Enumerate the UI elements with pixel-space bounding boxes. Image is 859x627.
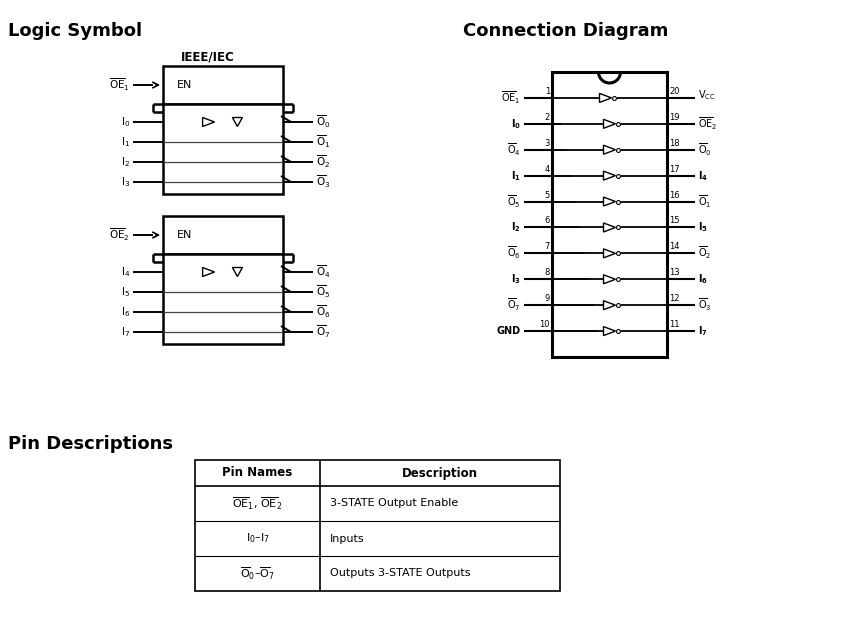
Text: 1: 1 [545,87,550,96]
Polygon shape [604,249,616,258]
Bar [163,216,283,254]
Text: 20: 20 [669,87,679,96]
Polygon shape [604,119,616,129]
Text: $\mathregular{\overline{O}_{5}}$: $\mathregular{\overline{O}_{5}}$ [316,284,330,300]
Text: $\mathregular{I_{2}}$: $\mathregular{I_{2}}$ [121,155,130,169]
Text: 14: 14 [669,243,679,251]
Text: 9: 9 [545,294,550,303]
Text: Pin Names: Pin Names [222,466,293,480]
Text: $\mathregular{\overline{OE}_{2}}$: $\mathregular{\overline{OE}_{2}}$ [698,116,717,132]
Text: Outputs 3-STATE Outputs: Outputs 3-STATE Outputs [330,569,471,579]
Text: 15: 15 [669,216,679,226]
Bar [163,66,283,104]
Text: I$_0$–I$_7$: I$_0$–I$_7$ [246,532,270,545]
Text: 6: 6 [545,216,550,226]
Text: $\mathregular{I_{0}}$: $\mathregular{I_{0}}$ [121,115,130,129]
Text: 16: 16 [669,191,679,199]
Text: 12: 12 [669,294,679,303]
Text: $\mathregular{\overline{O}_{7}}$: $\mathregular{\overline{O}_{7}}$ [316,324,330,340]
Text: 2: 2 [545,113,550,122]
Text: $\mathregular{\overline{OE}_{1}}$: $\mathregular{\overline{OE}_{1}}$ [109,77,130,93]
Text: 7: 7 [545,243,550,251]
Text: 17: 17 [669,165,679,174]
Text: 11: 11 [669,320,679,329]
Text: 13: 13 [669,268,679,277]
Text: Pin Descriptions: Pin Descriptions [8,435,173,453]
Text: $\mathregular{\overline{O}_{2}}$: $\mathregular{\overline{O}_{2}}$ [698,245,711,261]
Polygon shape [600,93,612,102]
Text: 10: 10 [539,320,550,329]
Text: $\mathregular{I_{5}}$: $\mathregular{I_{5}}$ [121,285,130,299]
Text: $\mathregular{I_{0}}$: $\mathregular{I_{0}}$ [511,117,521,130]
Text: $\mathregular{I_{2}}$: $\mathregular{I_{2}}$ [511,221,521,234]
Polygon shape [203,268,215,277]
Text: $\mathregular{\overline{O}_{1}}$: $\mathregular{\overline{O}_{1}}$ [698,194,711,209]
Text: $\mathregular{\overline{O}_{4}}$: $\mathregular{\overline{O}_{4}}$ [316,264,331,280]
Text: 3: 3 [545,139,550,148]
Polygon shape [604,327,616,335]
Polygon shape [203,117,215,127]
Text: $\mathregular{\overline{O}_{4}}$: $\mathregular{\overline{O}_{4}}$ [508,142,521,158]
Polygon shape [604,275,616,284]
Text: $\mathregular{I_{1}}$: $\mathregular{I_{1}}$ [121,135,130,149]
Text: $\mathregular{I_{7}}$: $\mathregular{I_{7}}$ [698,324,708,338]
Text: $\mathregular{I_{5}}$: $\mathregular{I_{5}}$ [698,221,708,234]
Text: $\mathregular{\overline{O}_{2}}$: $\mathregular{\overline{O}_{2}}$ [316,154,330,170]
Text: Description: Description [402,466,478,480]
Text: $\mathregular{\overline{O}_{3}}$: $\mathregular{\overline{O}_{3}}$ [698,297,711,314]
Text: $\mathregular{I_{3}}$: $\mathregular{I_{3}}$ [511,272,521,286]
Bar [163,254,283,344]
Polygon shape [604,301,616,310]
Text: $\mathregular{\overline{O}_{7}}$: $\mathregular{\overline{O}_{7}}$ [508,297,521,314]
Text: Logic Symbol: Logic Symbol [8,22,142,40]
Text: $\mathregular{\overline{O}_{6}}$: $\mathregular{\overline{O}_{6}}$ [316,304,331,320]
Text: $\mathregular{\overline{O}_{6}}$: $\mathregular{\overline{O}_{6}}$ [508,245,521,261]
Text: $\mathregular{I_{3}}$: $\mathregular{I_{3}}$ [121,175,130,189]
Text: $\mathregular{\overline{O}_{0}}$: $\mathregular{\overline{O}_{0}}$ [698,142,711,158]
Text: Inputs: Inputs [330,534,364,544]
Bar [163,104,283,194]
Text: IEEE/IEC: IEEE/IEC [181,50,235,63]
Text: $\mathregular{I_{7}}$: $\mathregular{I_{7}}$ [121,325,130,339]
Polygon shape [604,197,616,206]
Text: $\mathregular{\overline{O}_0}$–$\mathregular{\overline{O}_7}$: $\mathregular{\overline{O}_0}$–$\mathreg… [241,565,275,582]
Text: EN: EN [177,230,192,240]
Polygon shape [604,145,616,154]
Text: V$_{\rm CC}$: V$_{\rm CC}$ [698,88,716,102]
Text: 5: 5 [545,191,550,199]
Polygon shape [604,223,616,232]
Bar [552,72,667,357]
Text: 18: 18 [669,139,679,148]
Text: 4: 4 [545,165,550,174]
Text: $\mathregular{\overline{OE}_{1}}$: $\mathregular{\overline{OE}_{1}}$ [502,90,521,106]
Text: $\mathregular{I_{1}}$: $\mathregular{I_{1}}$ [511,169,521,182]
Text: $\mathregular{\overline{O}_{0}}$: $\mathregular{\overline{O}_{0}}$ [316,114,331,130]
Text: $\mathregular{\overline{OE}_{2}}$: $\mathregular{\overline{OE}_{2}}$ [109,227,130,243]
Text: $\mathregular{I_{4}}$: $\mathregular{I_{4}}$ [120,265,130,279]
Text: $\mathregular{I_{4}}$: $\mathregular{I_{4}}$ [698,169,708,182]
Text: $\mathregular{\overline{O}_{1}}$: $\mathregular{\overline{O}_{1}}$ [316,134,330,150]
Text: $\mathregular{I_{6}}$: $\mathregular{I_{6}}$ [698,272,708,286]
Text: $\mathregular{\overline{OE}_1}$, $\mathregular{\overline{OE}_2}$: $\mathregular{\overline{OE}_1}$, $\mathr… [233,495,283,512]
Text: 8: 8 [545,268,550,277]
Text: $\mathregular{\overline{O}_{3}}$: $\mathregular{\overline{O}_{3}}$ [316,174,331,190]
Bar [195,460,560,591]
Text: 3-STATE Output Enable: 3-STATE Output Enable [330,498,458,508]
Text: Connection Diagram: Connection Diagram [463,22,668,40]
Text: GND: GND [497,326,521,336]
Text: EN: EN [177,80,192,90]
Text: 19: 19 [669,113,679,122]
Polygon shape [604,171,616,180]
Polygon shape [233,117,242,127]
Text: $\mathregular{I_{6}}$: $\mathregular{I_{6}}$ [121,305,130,319]
Polygon shape [233,268,242,277]
Text: $\mathregular{\overline{O}_{5}}$: $\mathregular{\overline{O}_{5}}$ [508,194,521,209]
